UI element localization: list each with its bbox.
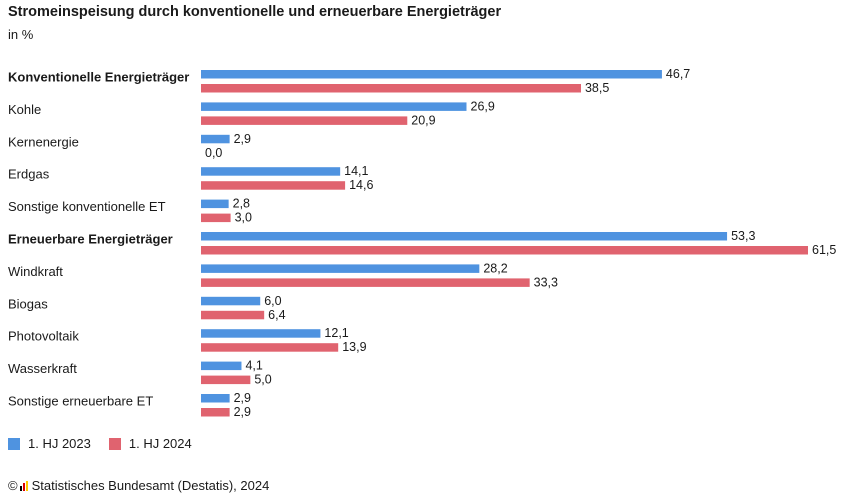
bar-2023[interactable] xyxy=(201,296,261,306)
bar-2023[interactable] xyxy=(201,264,480,273)
bar-2024[interactable] xyxy=(201,278,530,287)
bar-2024[interactable] xyxy=(201,408,230,417)
data-label: 14,6 xyxy=(349,178,373,192)
chart-subtitle: in % xyxy=(8,27,34,42)
bar-chart: Konventionelle Energieträger 46,7 38,5 Kohl… xyxy=(8,67,836,419)
data-label: 0,0 xyxy=(205,146,222,160)
legend-label-2024: 1. HJ 2024 xyxy=(128,436,192,451)
bar-2024[interactable] xyxy=(201,375,251,385)
bar-2023[interactable] xyxy=(201,394,230,403)
copyright-symbol: © xyxy=(8,478,18,493)
data-label: 14,1 xyxy=(344,164,368,178)
legend-item-2024[interactable]: 1. HJ 2024 xyxy=(108,436,192,451)
data-label: 4,1 xyxy=(245,359,262,373)
bar-2024[interactable] xyxy=(201,246,808,255)
category-label: Kohle xyxy=(8,102,41,117)
source-note: © Statistisches Bundesamt (Destatis), 20… xyxy=(8,478,269,493)
data-label: 12,1 xyxy=(324,326,348,340)
data-label: 13,9 xyxy=(342,340,366,354)
source-text: Statistisches Bundesamt (Destatis), 2024 xyxy=(31,478,270,493)
bar-2023[interactable] xyxy=(201,167,341,176)
data-label: 2,9 xyxy=(234,132,251,146)
destatis-logo-icon xyxy=(19,480,29,491)
bar-2023[interactable] xyxy=(201,102,467,111)
bar-2024[interactable] xyxy=(201,181,346,190)
data-label: 2,9 xyxy=(234,405,251,419)
bar-2024[interactable] xyxy=(201,343,339,352)
bar-2023[interactable] xyxy=(201,329,321,338)
category-label: Biogas xyxy=(8,296,48,311)
category-label: Konventionelle Energieträger xyxy=(8,70,189,85)
legend-item-2023[interactable]: 1. HJ 2023 xyxy=(8,436,91,451)
bar-2023[interactable] xyxy=(201,232,728,241)
category-label: Wasserkraft xyxy=(8,361,77,376)
bar-2023[interactable] xyxy=(201,70,662,79)
data-label: 33,3 xyxy=(534,275,558,289)
category-label: Photovoltaik xyxy=(8,329,79,344)
category-label: Erdgas xyxy=(8,167,50,182)
bar-2024[interactable] xyxy=(201,116,408,125)
data-label: 2,8 xyxy=(233,197,250,211)
category-label: Erneuerbare Energieträger xyxy=(8,232,173,247)
category-label: Kernenergie xyxy=(8,134,79,149)
data-label: 6,4 xyxy=(268,308,285,322)
data-label: 46,7 xyxy=(666,67,690,81)
data-label: 53,3 xyxy=(731,229,755,243)
bar-2024[interactable] xyxy=(201,84,581,93)
data-label: 3,0 xyxy=(235,211,252,225)
category-label: Sonstige erneuerbare ET xyxy=(8,394,153,409)
legend: 1. HJ 2023 1. HJ 2024 xyxy=(8,436,210,451)
bar-2024[interactable] xyxy=(201,213,231,223)
data-label: 5,0 xyxy=(254,373,271,387)
chart-title: Stromeinspeisung durch konventionelle un… xyxy=(8,4,502,20)
data-label: 2,9 xyxy=(234,391,251,405)
bar-2023[interactable] xyxy=(201,361,242,371)
data-label: 38,5 xyxy=(585,81,609,95)
data-label: 26,9 xyxy=(471,99,495,113)
bar-2023[interactable] xyxy=(201,199,229,209)
category-label: Sonstige konventionelle ET xyxy=(8,199,166,214)
data-label: 61,5 xyxy=(812,243,836,257)
category-label: Windkraft xyxy=(8,264,63,279)
data-label: 28,2 xyxy=(483,261,507,275)
legend-swatch-2023 xyxy=(8,437,20,450)
data-label: 6,0 xyxy=(264,294,281,308)
legend-label-2023: 1. HJ 2023 xyxy=(28,436,91,451)
data-label: 20,9 xyxy=(411,113,435,127)
bar-2023[interactable] xyxy=(201,134,230,144)
legend-swatch-2024 xyxy=(108,437,121,450)
bar-2024[interactable] xyxy=(201,310,265,320)
